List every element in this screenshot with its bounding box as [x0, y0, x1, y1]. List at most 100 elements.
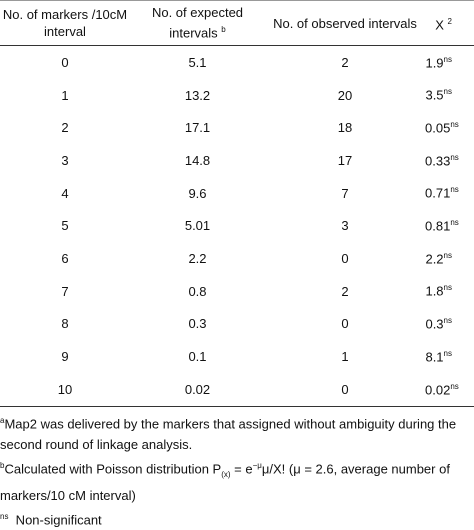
table-row: 10 0.02 0 0.02ns	[0, 373, 474, 406]
header-text: X	[435, 17, 444, 33]
significance-mark: ns	[443, 283, 452, 293]
cell: 1.9ns	[425, 46, 474, 79]
significance-mark: ns	[443, 348, 452, 358]
footnote-text: Non-significant	[8, 512, 102, 528]
cell-text: 0.05	[425, 120, 451, 136]
table-row: 3 14.8 17 0.33ns	[0, 144, 474, 177]
footnote-text: Map2 was delivered by the markers that a…	[0, 415, 460, 452]
footnote: ns Non-significant	[0, 506, 464, 530]
significance-mark: ns	[443, 87, 452, 97]
cell-text: 7	[341, 185, 349, 201]
cell: 8	[0, 308, 130, 341]
header-superscript: 2	[447, 16, 452, 26]
cell-text: 9.6	[188, 185, 207, 201]
cell: 8.1ns	[425, 340, 474, 373]
cell-text: 8	[61, 316, 69, 332]
significance-mark: ns	[450, 185, 459, 195]
cell-text: 0	[341, 381, 349, 397]
cell-text: 1.9	[425, 55, 444, 70]
cell-text: 1	[341, 349, 349, 365]
cell: 17.1	[130, 111, 265, 144]
significance-mark: ns	[450, 120, 459, 130]
cell: 0.02ns	[425, 373, 474, 406]
cell: 0.33ns	[425, 144, 474, 177]
cell-text: 2.2	[425, 251, 444, 267]
footnote-mark: ns	[0, 511, 9, 521]
cell: 0.02	[130, 373, 265, 406]
cell: 0.8	[130, 275, 265, 308]
cell: 7	[265, 177, 425, 210]
column-header: X 2	[425, 0, 474, 46]
cell: 0	[265, 373, 425, 406]
cell-text: 1.8	[425, 283, 444, 299]
cell-text: 5.1	[188, 54, 207, 70]
table-body: 0 5.1 2 1.9ns 1 13.2 20 3.5ns 2 17.1 18 0.05ns 3 14.8…	[0, 46, 474, 407]
footnote-superscript: −μ	[252, 460, 262, 470]
cell: 17	[265, 144, 425, 177]
cell: 3	[0, 144, 130, 177]
cell-text: 0.02	[425, 381, 451, 397]
cell: 0	[265, 308, 425, 341]
table-row: 1 13.2 20 3.5ns	[0, 79, 474, 112]
cell-text: 0.1	[188, 349, 207, 365]
cell: 3	[265, 209, 425, 242]
cell-text: 3	[61, 152, 69, 168]
table-row: 9 0.1 1 8.1ns	[0, 340, 474, 373]
footnote-mark: b	[0, 460, 5, 470]
cell: 5	[0, 209, 130, 242]
cell-text: 0.3	[425, 316, 444, 332]
cell-text: 0	[341, 250, 349, 266]
cell: 2.2	[130, 242, 265, 275]
cell: 1	[0, 79, 130, 112]
cell: 0.3ns	[425, 308, 474, 341]
cell-text: 6	[61, 250, 69, 266]
cell-text: 13.2	[184, 87, 211, 103]
footnote-mark: a	[0, 415, 5, 425]
cell-text: 0.3	[188, 316, 207, 332]
footnote-text: = e	[230, 461, 253, 477]
cell-text: 7	[61, 283, 69, 299]
cell-text: 4	[61, 185, 69, 201]
cell-text: 0	[61, 54, 69, 70]
cell: 0.05ns	[425, 111, 474, 144]
table-row: 7 0.8 2 1.8ns	[0, 275, 474, 308]
significance-mark: ns	[443, 54, 452, 64]
significance-mark: ns	[450, 218, 459, 228]
cell: 2	[0, 111, 130, 144]
header-text: No. of observed intervals	[273, 15, 417, 31]
cell: 4	[0, 177, 130, 210]
cell-text: 3	[341, 218, 349, 234]
cell-text: 20	[337, 87, 353, 103]
column-header: No. of expected intervals b	[130, 0, 265, 46]
cell-text: 2	[341, 283, 349, 299]
cell: 0.81ns	[425, 209, 474, 242]
cell-text: 17	[337, 152, 353, 168]
cell: 0	[265, 242, 425, 275]
significance-mark: ns	[443, 250, 452, 260]
cell: 2	[265, 275, 425, 308]
cell: 9	[0, 340, 130, 373]
cell: 0.71ns	[425, 177, 474, 210]
footnote-text: Calculated with Poisson distribution P	[4, 461, 222, 477]
significance-mark: ns	[443, 316, 452, 326]
significance-mark: ns	[450, 381, 459, 391]
cell-text: 2	[61, 120, 69, 136]
cell-text: 0.33	[425, 153, 451, 169]
cell-text: 0.81	[425, 218, 451, 234]
cell: 0.1	[130, 340, 265, 373]
cell: 20	[265, 79, 425, 112]
cell-text: 2	[341, 54, 349, 70]
cell: 0.3	[130, 308, 265, 341]
cell-text: 0.02	[184, 381, 211, 397]
header-text: No. of expected intervals	[151, 5, 244, 41]
cell: 9.6	[130, 177, 265, 210]
cell: 1.8ns	[425, 275, 474, 308]
cell: 5.1	[130, 46, 265, 79]
cell: 5.01	[130, 209, 265, 242]
cell: 2.2ns	[425, 242, 474, 275]
cell-text: 14.8	[184, 152, 211, 168]
cell: 3.5ns	[425, 79, 474, 112]
table-row: 0 5.1 2 1.9ns	[0, 46, 474, 79]
cell: 13.2	[130, 79, 265, 112]
